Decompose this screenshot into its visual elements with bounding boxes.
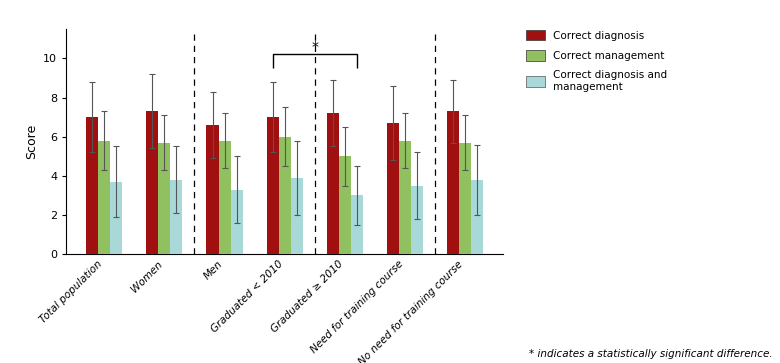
Bar bbox=[170, 180, 183, 254]
Text: *: * bbox=[311, 40, 318, 53]
Y-axis label: Score: Score bbox=[25, 124, 37, 159]
Bar bbox=[471, 180, 484, 254]
Bar bbox=[110, 182, 122, 254]
Bar bbox=[291, 178, 303, 254]
Bar bbox=[207, 125, 218, 254]
Bar bbox=[278, 137, 291, 254]
Legend: Correct diagnosis, Correct management, Correct diagnosis and
management: Correct diagnosis, Correct management, C… bbox=[526, 30, 667, 92]
Bar bbox=[98, 140, 110, 254]
Bar bbox=[267, 117, 278, 254]
Bar bbox=[459, 143, 471, 254]
Bar bbox=[399, 140, 411, 254]
Bar bbox=[231, 189, 243, 254]
Bar bbox=[158, 143, 170, 254]
Bar bbox=[327, 113, 339, 254]
Bar bbox=[411, 185, 423, 254]
Text: * indicates a statistically significant difference.: * indicates a statistically significant … bbox=[529, 349, 772, 359]
Bar bbox=[387, 123, 399, 254]
Bar bbox=[339, 156, 351, 254]
Bar bbox=[147, 111, 158, 254]
Bar bbox=[86, 117, 98, 254]
Bar bbox=[218, 140, 231, 254]
Bar bbox=[447, 111, 459, 254]
Bar bbox=[351, 195, 363, 254]
